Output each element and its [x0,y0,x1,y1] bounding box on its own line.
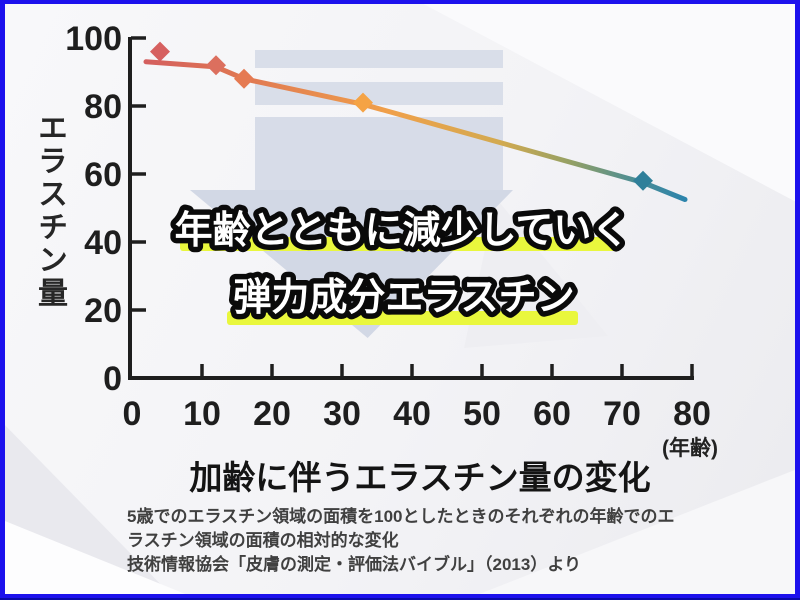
axes [128,37,694,380]
data-point-diamond [353,92,373,113]
data-point-diamond [234,68,254,89]
chart-title: 加齢に伴うエラスチン量の変化 [189,459,651,496]
caption-line-3: 技術情報協会「皮膚の測定・評価法バイブル」（2013）より [127,555,581,574]
x-tick-label: 50 [463,395,501,433]
y-tick-label: 80 [84,88,122,126]
trend-line [143,59,688,202]
x-tick-label: 0 [123,395,142,433]
y-axis-label: エラスチン量 [33,112,66,310]
y-tick-label: 100 [65,20,122,58]
data-point-diamond [633,170,653,191]
x-axis-unit-label: (年齢) [662,436,718,460]
x-tick-label: 60 [533,395,571,433]
y-tick-label: 60 [84,156,122,194]
caption-line-2: ラスチン領域の面積の相対的な変化 [127,531,399,550]
x-tick-label: 30 [323,395,361,433]
caption-line-1: 5歳でのエラスチン領域の面積を100としたときのそれぞれの年齢でのエ [127,507,675,526]
data-point-diamond [150,41,170,62]
data-point-diamond [206,55,226,76]
down-arrow-icon-bar2 [255,82,503,105]
y-tick-label: 20 [84,292,122,330]
y-tick-label: 40 [84,224,122,262]
x-tick-label: 20 [253,395,291,433]
highlight-marker-line1 [180,237,620,251]
highlight-marker-line2 [227,311,578,325]
x-tick-label: 80 [673,395,711,433]
x-tick-label: 70 [603,395,641,433]
overlay-callout: 年齢とともに減少していく 弾力成分エラスチン [169,205,635,325]
callout-text-line1: 年齢とともに減少していく [175,210,630,252]
x-tick-label: 40 [393,395,431,433]
down-arrow-icon-bar1 [255,50,503,68]
x-tick-label: 10 [183,395,221,433]
callout-text-line2: 弾力成分エラスチン [233,277,574,319]
y-tick-label: 0 [103,360,122,398]
chart-caption: 5歳でのエラスチン領域の面積を100としたときのそれぞれの年齢でのエ ラスチン領… [127,505,674,577]
